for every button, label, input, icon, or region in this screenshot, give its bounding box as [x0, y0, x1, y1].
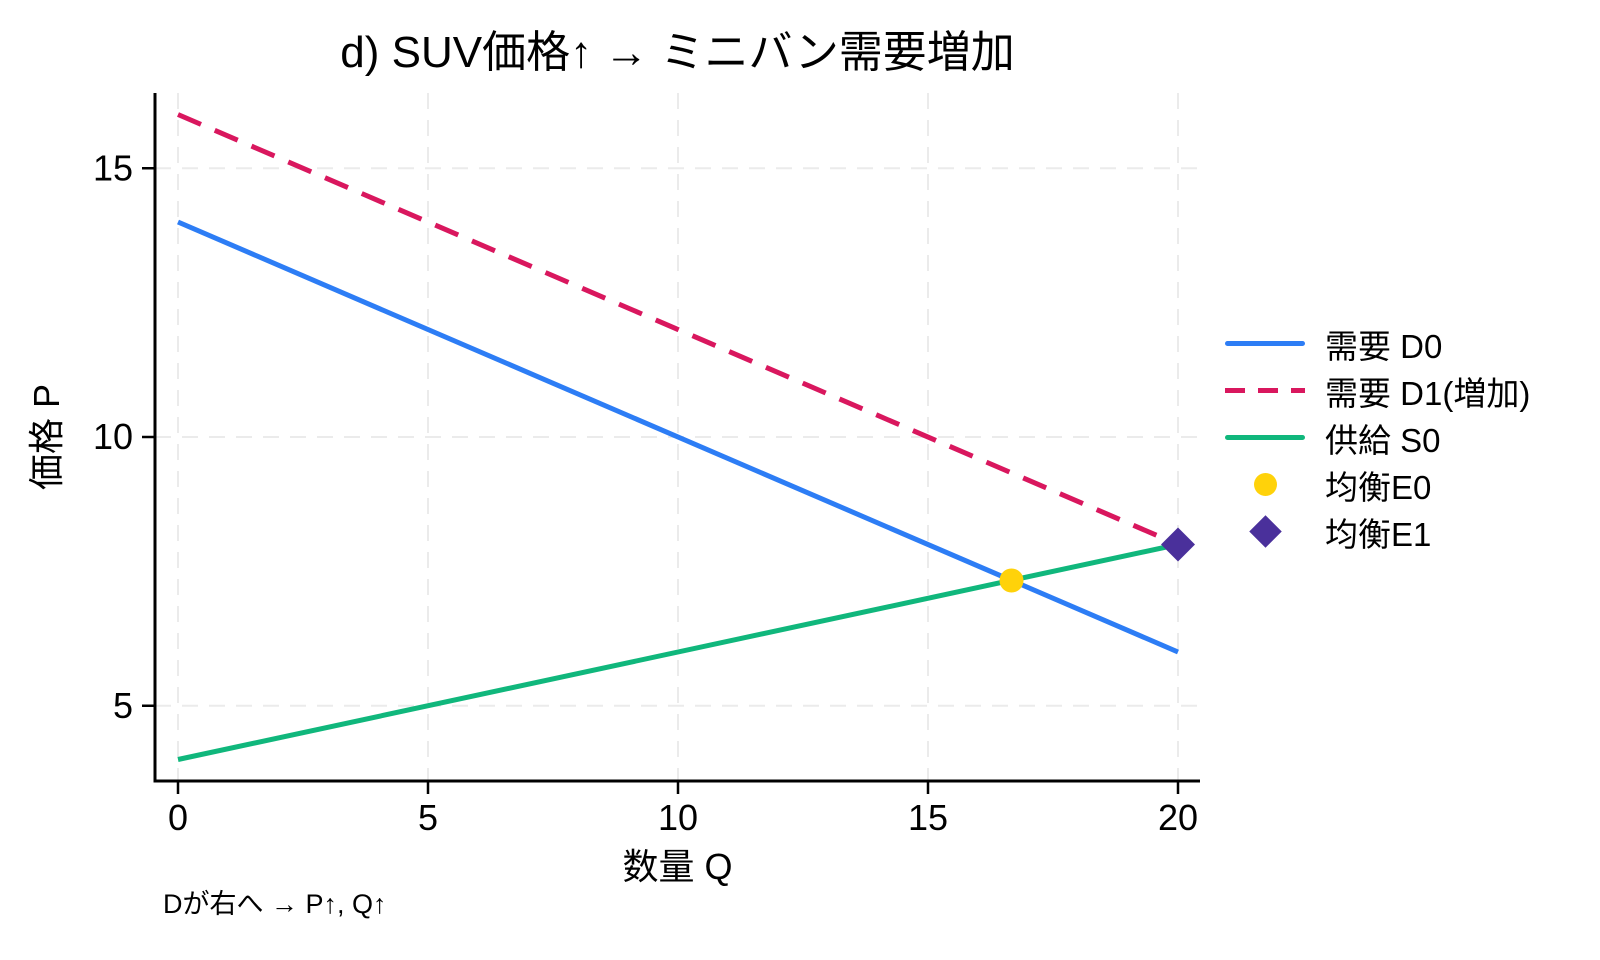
- series-line-d1: [177, 112, 1179, 547]
- legend-item-demand-d1: 需要 D1(増加): [1225, 367, 1530, 414]
- swatch-box: [1225, 515, 1305, 548]
- demand-d0-line-swatch: [1225, 341, 1305, 346]
- chart-title: d) SUV価格↑ → ミニバン需要増加: [340, 28, 1015, 77]
- legend-item-equilibrium-e1: 均衡E1: [1225, 508, 1530, 555]
- legend-label: 均衡E1: [1325, 515, 1432, 553]
- equilibrium-e1-diamond-swatch: [1248, 515, 1282, 548]
- supply-s0-line-swatch: [1225, 435, 1305, 440]
- swatch-box: [1225, 388, 1305, 393]
- legend-label: 均衡E0: [1325, 468, 1432, 506]
- swatch-box: [1225, 341, 1305, 346]
- x-tick-label: 10: [658, 797, 698, 838]
- swatch-box: [1225, 435, 1305, 440]
- annotation-note: Dが右へ → P↑, Q↑: [163, 889, 387, 919]
- x-axis-label: 数量 Q: [622, 846, 733, 887]
- legend-label: 需要 D1(増加): [1325, 374, 1531, 412]
- x-tick-label: 15: [908, 797, 948, 838]
- x-tick-label: 0: [168, 797, 188, 838]
- y-tick-label: 15: [93, 147, 133, 188]
- legend-label: 需要 D0: [1325, 327, 1443, 365]
- y-tick-label: 10: [93, 416, 133, 457]
- legend-item-equilibrium-e0: 均衡E0: [1225, 461, 1530, 508]
- legend-item-demand-d0: 需要 D0: [1225, 320, 1530, 367]
- x-tick-label: 20: [1158, 797, 1198, 838]
- equilibrium-e0-circle-swatch: [1253, 473, 1277, 496]
- legend: 需要 D0 需要 D1(増加) 供給 S0 均衡E0 均衡E1: [1225, 320, 1530, 555]
- demand-d1-dashed-line-swatch: [1225, 388, 1305, 393]
- swatch-box: [1225, 473, 1305, 496]
- marker-e1: [1161, 527, 1195, 562]
- y-tick-label: 5: [113, 685, 133, 726]
- legend-label: 供給 S0: [1325, 421, 1441, 459]
- legend-item-supply-s0: 供給 S0: [1225, 414, 1530, 461]
- x-tick-label: 5: [418, 797, 438, 838]
- marker-e0: [999, 568, 1024, 593]
